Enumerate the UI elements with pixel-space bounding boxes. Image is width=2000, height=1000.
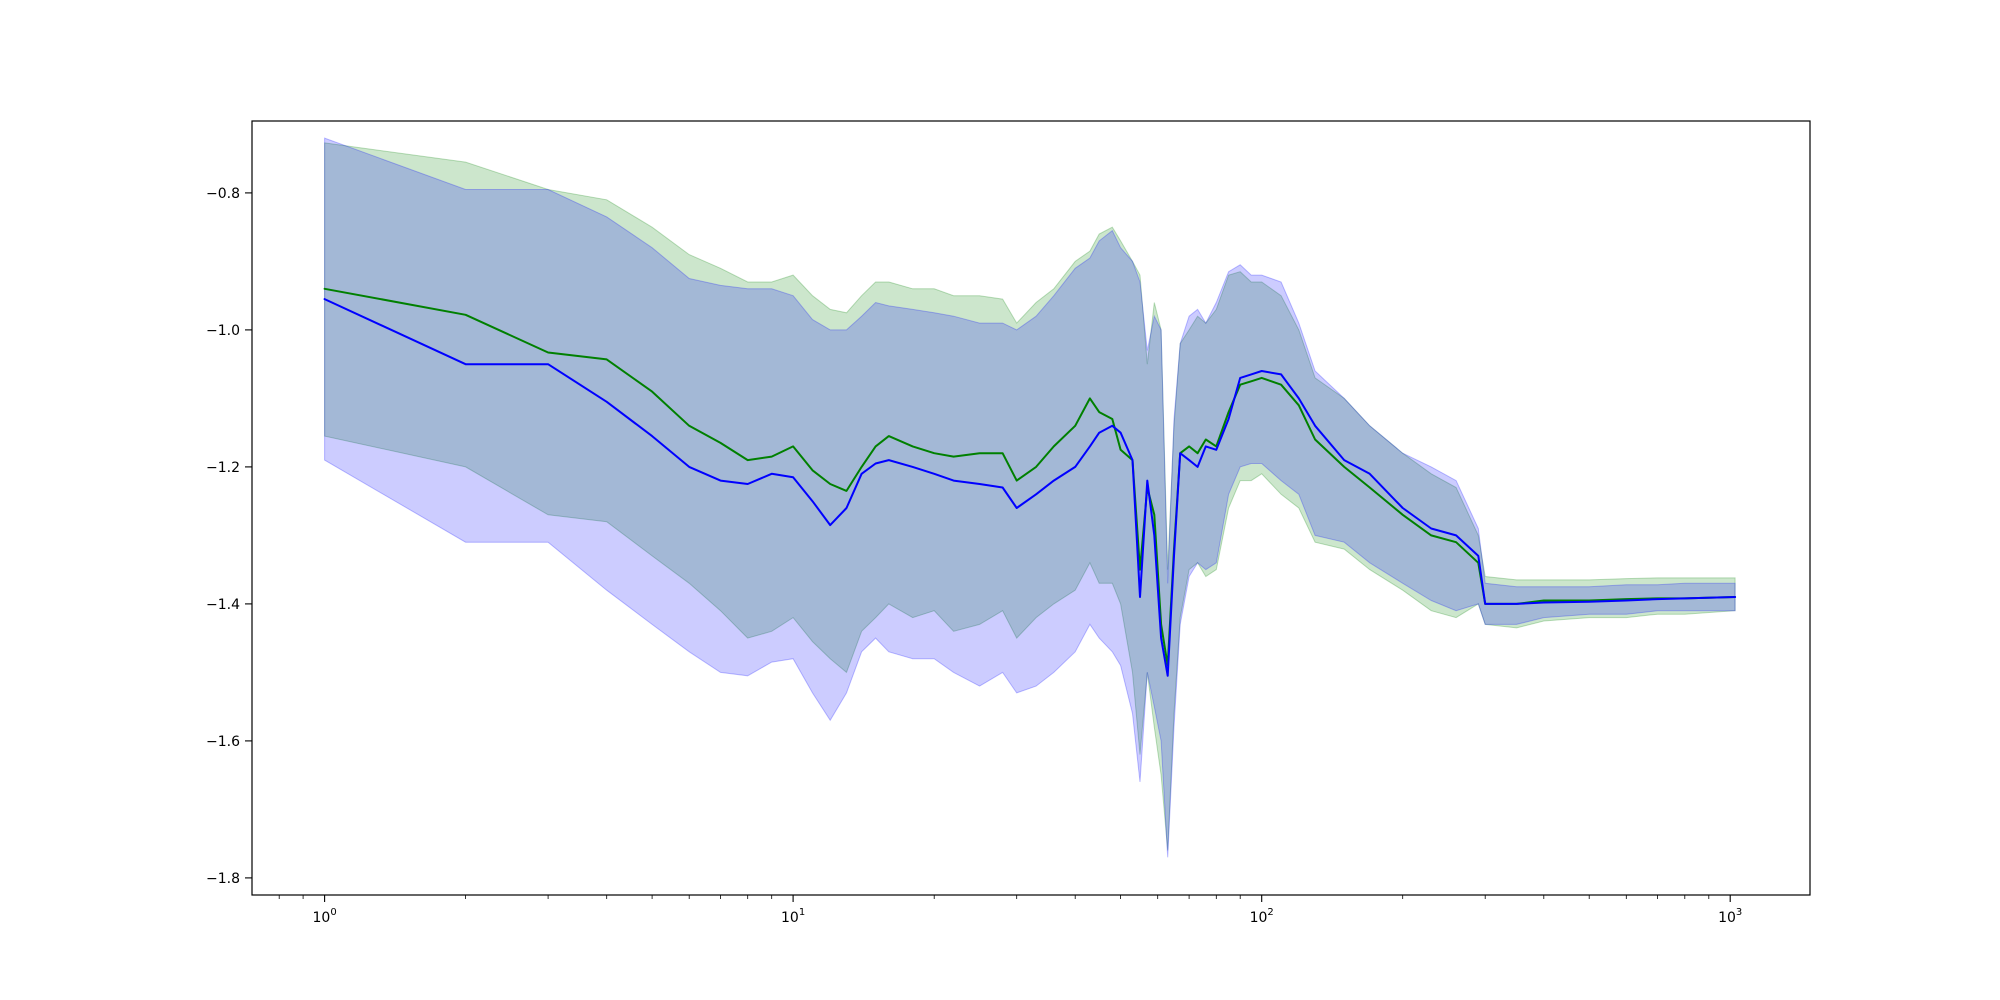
y-tick-label: −1.8 [206, 871, 240, 887]
y-tick-label: −1.4 [206, 597, 240, 613]
y-tick-label: −1.0 [206, 323, 240, 339]
x-tick-label: 103 [1718, 907, 1742, 926]
y-tick-label: −0.8 [206, 186, 240, 202]
x-tick-label: 102 [1250, 907, 1274, 926]
x-tick-label: 100 [312, 907, 336, 926]
y-tick-label: −1.6 [206, 734, 240, 750]
x-axis: 100 101 102 103 [278, 895, 1742, 926]
y-axis: −0.8 −1.0 −1.2 −1.4 −1.6 −1.8 [206, 186, 252, 887]
y-tick-label: −1.2 [206, 460, 240, 476]
series-lines [323, 287, 1737, 677]
band-series-1 [324, 142, 1736, 851]
line-series-2 [323, 298, 1737, 677]
x-tick-label: 101 [781, 907, 805, 926]
plot-frame [251, 120, 1811, 896]
